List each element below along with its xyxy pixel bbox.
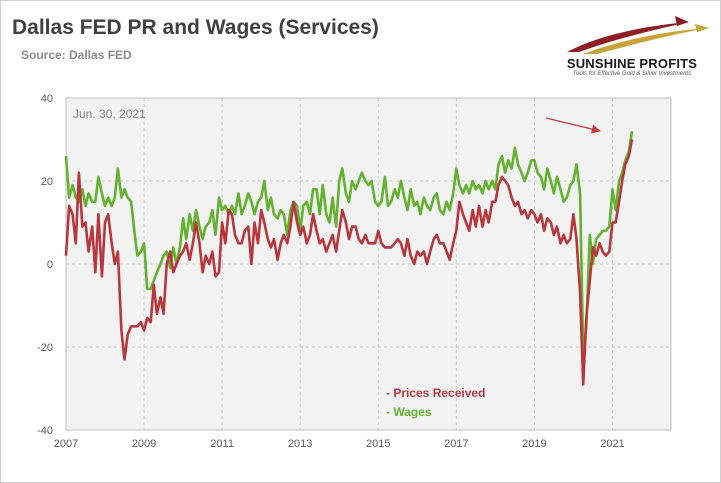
legend-item-wages: - Wages	[386, 405, 432, 419]
y-tick-label: 40	[41, 93, 53, 105]
x-tick-label: 2007	[54, 438, 78, 450]
x-tick-label: 2011	[210, 438, 234, 450]
prices-received-line	[64, 139, 634, 386]
logo-name: SUNSHINE PROFITS	[566, 56, 698, 71]
chart-subtitle: Source: Dallas FED	[21, 48, 132, 62]
logo-tagline: Tools for Effective Gold & Silver Invest…	[572, 71, 692, 77]
gridlines	[66, 98, 671, 430]
legend-item-prices-received: - Prices Received	[386, 386, 485, 400]
y-tick-label: 0	[47, 259, 53, 271]
x-tick-label: 2021	[600, 438, 624, 450]
chart-title: Dallas FED PR and Wages (Services)	[12, 16, 379, 39]
x-tick-label: 2015	[366, 438, 390, 450]
wages-line	[64, 131, 634, 357]
trend-arrow	[545, 117, 601, 134]
x-tick-label: 2017	[444, 438, 468, 450]
date-annotation: Jun. 30, 2021	[73, 107, 146, 121]
x-tick-label: 2009	[132, 438, 156, 450]
logo-swoosh-icon	[567, 16, 709, 54]
x-axis-ticks: 2007 2009 2011 2013 2015 2017 2019 2021	[54, 438, 625, 450]
series-lines	[64, 131, 634, 386]
sunshine-profits-logo: SUNSHINE PROFITS Tools for Effective Gol…	[557, 16, 717, 78]
y-tick-label: -20	[37, 342, 53, 354]
y-tick-label: -40	[37, 425, 53, 437]
x-tick-label: 2019	[522, 438, 546, 450]
y-tick-label: 20	[41, 176, 53, 188]
x-tick-label: 2013	[288, 438, 312, 450]
y-axis-ticks: 40 20 0 -20 -40	[37, 93, 53, 437]
